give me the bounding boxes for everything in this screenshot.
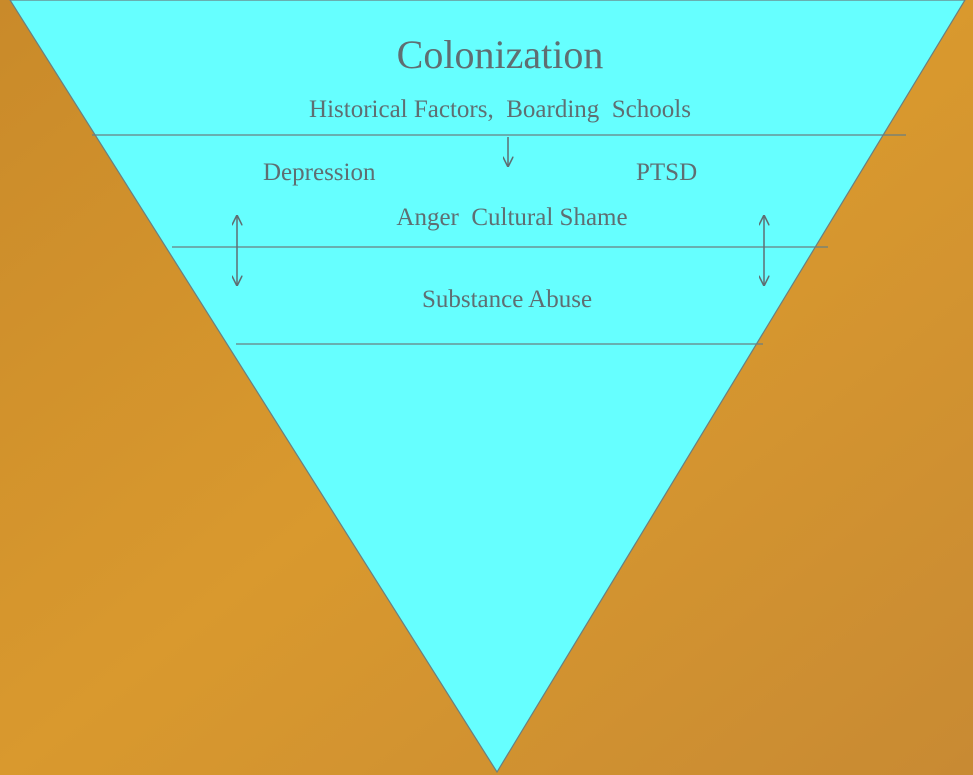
title: Colonization bbox=[397, 32, 604, 77]
layer-item: PTSD bbox=[636, 159, 697, 186]
subtitle: Historical Factors, Boarding Schools bbox=[309, 96, 691, 123]
layer-item: Depression bbox=[263, 159, 376, 186]
layer-item: Substance Abuse bbox=[422, 286, 592, 313]
inverted-triangle bbox=[9, 0, 966, 774]
layer-item: Anger Cultural Shame bbox=[396, 204, 627, 231]
